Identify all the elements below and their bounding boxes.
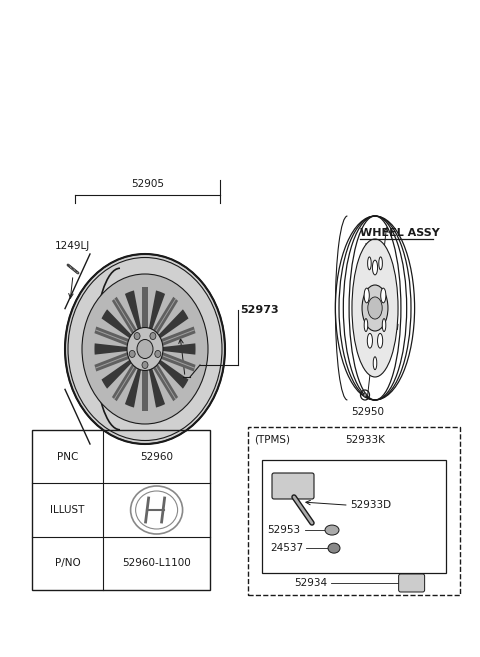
- Polygon shape: [101, 359, 132, 389]
- Polygon shape: [154, 363, 176, 399]
- Ellipse shape: [142, 361, 148, 369]
- Text: 52953: 52953: [267, 525, 300, 535]
- Ellipse shape: [364, 319, 368, 332]
- Ellipse shape: [134, 332, 140, 340]
- Polygon shape: [154, 298, 176, 334]
- Ellipse shape: [379, 257, 383, 270]
- Ellipse shape: [336, 216, 415, 400]
- Polygon shape: [112, 361, 138, 401]
- Text: WHEEL ASSY: WHEEL ASSY: [360, 228, 440, 238]
- Ellipse shape: [378, 333, 383, 348]
- Text: 1249LJ: 1249LJ: [55, 241, 90, 251]
- Ellipse shape: [364, 288, 369, 303]
- Ellipse shape: [137, 340, 153, 359]
- Ellipse shape: [381, 288, 386, 303]
- Polygon shape: [157, 309, 189, 339]
- Polygon shape: [101, 309, 132, 339]
- Text: 52934: 52934: [295, 578, 328, 588]
- Bar: [248, 427, 460, 595]
- Polygon shape: [144, 287, 145, 331]
- Ellipse shape: [328, 543, 340, 553]
- Polygon shape: [149, 290, 165, 330]
- Polygon shape: [114, 298, 136, 334]
- Ellipse shape: [373, 357, 377, 370]
- Ellipse shape: [368, 257, 371, 270]
- Polygon shape: [95, 351, 132, 371]
- Ellipse shape: [368, 297, 382, 319]
- Text: 52973: 52973: [240, 305, 278, 315]
- Ellipse shape: [129, 350, 135, 357]
- Ellipse shape: [82, 274, 208, 424]
- Ellipse shape: [325, 525, 339, 535]
- Ellipse shape: [372, 260, 378, 275]
- Text: 52933D: 52933D: [350, 500, 391, 510]
- Ellipse shape: [363, 393, 367, 397]
- Ellipse shape: [65, 254, 225, 444]
- Ellipse shape: [352, 239, 398, 377]
- Ellipse shape: [150, 332, 156, 340]
- Text: 52950: 52950: [351, 407, 384, 417]
- Polygon shape: [157, 359, 189, 389]
- Ellipse shape: [362, 285, 388, 331]
- Polygon shape: [159, 329, 195, 344]
- Polygon shape: [95, 329, 131, 344]
- Polygon shape: [125, 290, 141, 330]
- Text: 52933K: 52933K: [346, 435, 385, 445]
- Polygon shape: [95, 354, 131, 369]
- Text: PNC: PNC: [57, 451, 78, 462]
- Ellipse shape: [367, 333, 372, 348]
- Polygon shape: [159, 354, 195, 369]
- Bar: [262, 460, 446, 573]
- Polygon shape: [152, 297, 178, 336]
- Polygon shape: [142, 287, 148, 331]
- FancyBboxPatch shape: [398, 574, 425, 592]
- Polygon shape: [152, 361, 178, 401]
- Text: ILLUST: ILLUST: [50, 505, 85, 515]
- Bar: [32, 430, 210, 590]
- Polygon shape: [95, 327, 132, 347]
- Text: 52905: 52905: [131, 179, 164, 189]
- Text: (TPMS): (TPMS): [254, 435, 290, 445]
- Polygon shape: [158, 327, 195, 347]
- Polygon shape: [162, 344, 195, 355]
- Ellipse shape: [127, 327, 163, 371]
- Text: 24537: 24537: [270, 543, 303, 553]
- Text: 52960-L1100: 52960-L1100: [122, 558, 191, 568]
- Polygon shape: [95, 344, 128, 355]
- Polygon shape: [142, 367, 148, 411]
- FancyBboxPatch shape: [272, 473, 314, 499]
- Polygon shape: [158, 351, 195, 371]
- Text: 52960: 52960: [140, 451, 173, 462]
- Polygon shape: [112, 297, 138, 336]
- Polygon shape: [144, 367, 145, 411]
- Ellipse shape: [155, 350, 161, 357]
- Polygon shape: [114, 363, 136, 399]
- Ellipse shape: [382, 319, 386, 332]
- Polygon shape: [125, 367, 141, 407]
- Text: P/NO: P/NO: [55, 558, 81, 568]
- Polygon shape: [149, 367, 165, 407]
